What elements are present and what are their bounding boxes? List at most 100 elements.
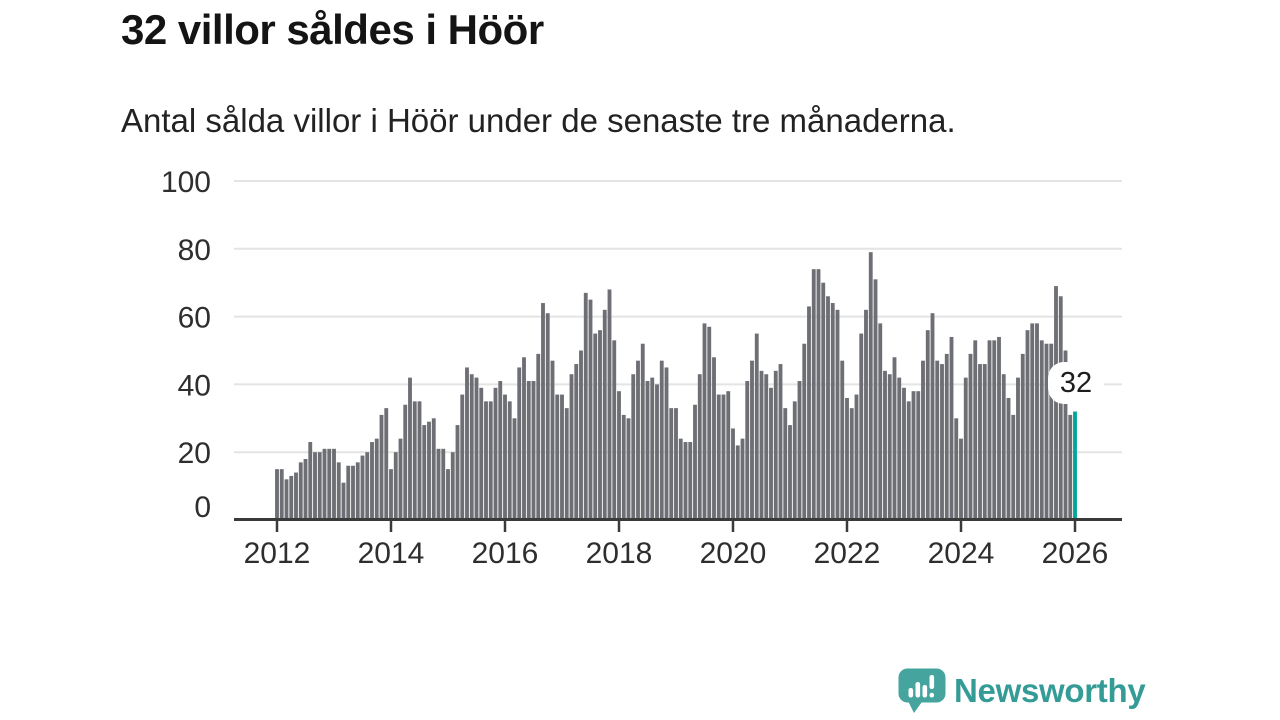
y-axis-label: 60 [178,302,211,335]
bar [560,394,564,521]
bar [916,391,921,521]
bar [346,465,351,521]
bar [816,269,821,521]
bar [412,401,417,521]
bar [835,309,840,521]
y-axis-label: 80 [178,234,211,267]
bar [621,414,626,521]
bar [1068,414,1073,521]
newsworthy-logo-icon [898,668,946,713]
bar [963,377,968,521]
bar [1049,343,1054,521]
bar [503,394,507,521]
bar [935,360,940,521]
bar [389,469,393,521]
bar [564,408,569,521]
bar [878,323,883,521]
mini-bar-chart-glyph [908,675,935,698]
bar [978,364,982,521]
bar [911,391,916,521]
bar [959,438,963,521]
bar [1035,323,1039,521]
bar [707,326,712,521]
x-axis-label: 2024 [928,537,995,570]
bar [788,425,792,521]
bar [1044,343,1049,521]
bar [455,425,460,521]
bar [336,462,341,521]
x-axis-label: 2022 [814,537,881,570]
bar [726,391,731,521]
bar [930,313,935,521]
bar [427,421,431,521]
bar [716,394,721,521]
chart-subtitle: Antal sålda villor i Höör under de senas… [121,102,956,139]
bar [536,353,541,521]
bar [602,309,607,521]
speech-bubble-shape [898,668,946,713]
bar [474,377,479,521]
bar [702,323,707,521]
bar [579,350,583,521]
bar [583,292,588,521]
bar [1063,350,1068,521]
bar [674,408,678,521]
bar [859,333,864,521]
bar [517,367,522,521]
bar [422,425,427,521]
bar [792,401,797,521]
x-axis-label: 2014 [358,537,425,570]
x-axis-label: 2020 [700,537,767,570]
bar [1011,414,1016,521]
bar [469,374,474,521]
bar [446,469,450,521]
bar [740,438,745,521]
bar [921,360,925,521]
bar [1001,374,1006,521]
bar [384,408,389,521]
bar [607,289,612,521]
bar [1025,330,1030,521]
bar [892,357,897,521]
x-axis-label: 2018 [586,537,653,570]
bar [355,462,360,521]
bar [773,370,778,521]
bar [541,303,545,521]
bar [745,381,750,521]
bar [721,394,726,521]
bar [327,448,332,521]
bar [650,377,655,521]
bar [322,448,327,521]
bar [987,340,992,521]
newsworthy-logo: Newsworthy [896,660,1166,718]
x-axis-label: 2026 [1042,537,1109,570]
bar [479,387,484,521]
bar [826,296,830,521]
bar [588,299,593,521]
bar [778,364,783,521]
highlighted-bar [1073,411,1077,521]
bar [317,452,322,521]
bar [1016,377,1020,521]
y-axis-label: 100 [161,166,211,199]
bar [488,401,493,521]
bar [450,452,455,521]
bar [821,282,826,521]
bar [294,472,298,521]
bar [593,333,598,521]
bar [1030,323,1035,521]
bar [845,397,849,521]
bar [640,343,645,521]
bar [697,374,702,521]
bar [379,414,384,521]
bar [507,401,512,521]
bar [802,343,807,521]
bar [460,394,465,521]
bar [284,479,289,521]
bar [925,330,930,521]
bar [1058,296,1063,521]
bar [374,438,379,521]
bar [308,442,313,521]
